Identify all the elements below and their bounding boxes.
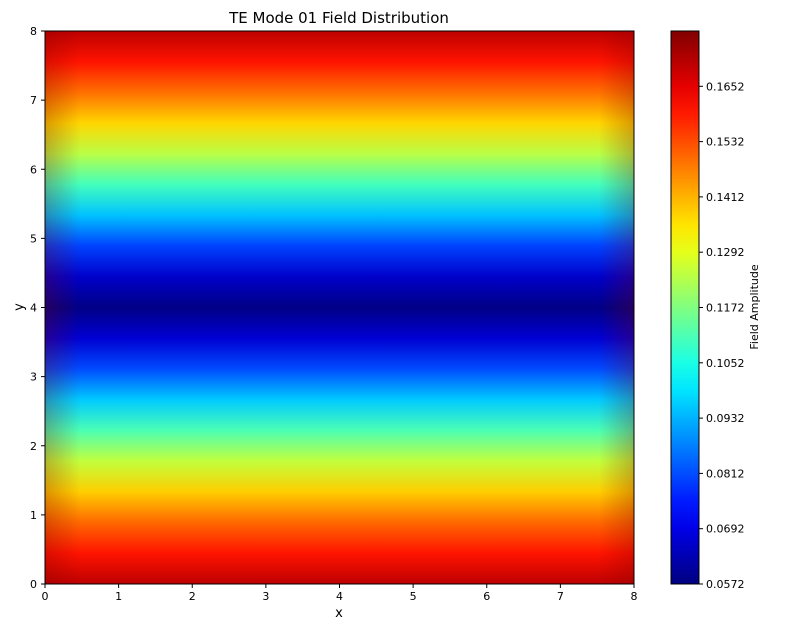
x-tick-label: 6: [483, 590, 490, 603]
plot-area: [44, 30, 635, 585]
colorbar-tick-label: 0.1652: [706, 80, 745, 93]
y-tick-label: 2: [30, 440, 37, 453]
y-tick-label: 1: [30, 509, 37, 522]
colorbar-ticks: 0.0572 0.0692 0.0812 0.0932 0.1052 0.1172 0.12…: [699, 80, 745, 591]
y-tick-label: 6: [30, 163, 37, 176]
heatmap-edge-shading: [45, 31, 634, 584]
x-tick-label: 1: [115, 590, 122, 603]
colorbar-tick-label: 0.0572: [706, 578, 745, 591]
y-tick-label: 4: [30, 302, 37, 315]
y-tick-label: 8: [30, 25, 37, 38]
colorbar: [670, 30, 700, 585]
x-axis-ticks: 0 1 2 3 4 5 6 7 8: [42, 584, 638, 603]
x-tick-label: 5: [410, 590, 417, 603]
x-tick-label: 0: [42, 590, 49, 603]
colorbar-tick-label: 0.1172: [706, 302, 745, 315]
y-tick-label: 7: [30, 94, 37, 107]
x-tick-label: 4: [336, 590, 343, 603]
y-tick-label: 5: [30, 232, 37, 245]
colorbar-tick-label: 0.1412: [706, 191, 745, 204]
y-tick-label: 0: [30, 578, 37, 591]
colorbar-gradient: [671, 31, 699, 584]
x-tick-label: 3: [262, 590, 269, 603]
y-axis-label: y: [12, 303, 27, 311]
chart-title: TE Mode 01 Field Distribution: [228, 9, 449, 27]
colorbar-tick-label: 0.1292: [706, 246, 745, 259]
colorbar-tick-label: 0.0692: [706, 523, 745, 536]
y-axis-ticks: 0 1 2 3 4 5 6 7 8: [30, 25, 45, 591]
colorbar-tick-label: 0.1052: [706, 357, 745, 370]
colorbar-tick-label: 0.1532: [706, 136, 745, 149]
x-tick-label: 7: [557, 590, 564, 603]
colorbar-tick-label: 0.0932: [706, 412, 745, 425]
x-tick-label: 8: [631, 590, 638, 603]
x-tick-label: 2: [189, 590, 196, 603]
x-axis-label: x: [335, 606, 343, 621]
colorbar-label: Field Amplitude: [748, 264, 761, 349]
colorbar-tick-label: 0.0812: [706, 467, 745, 480]
y-tick-label: 3: [30, 371, 37, 384]
